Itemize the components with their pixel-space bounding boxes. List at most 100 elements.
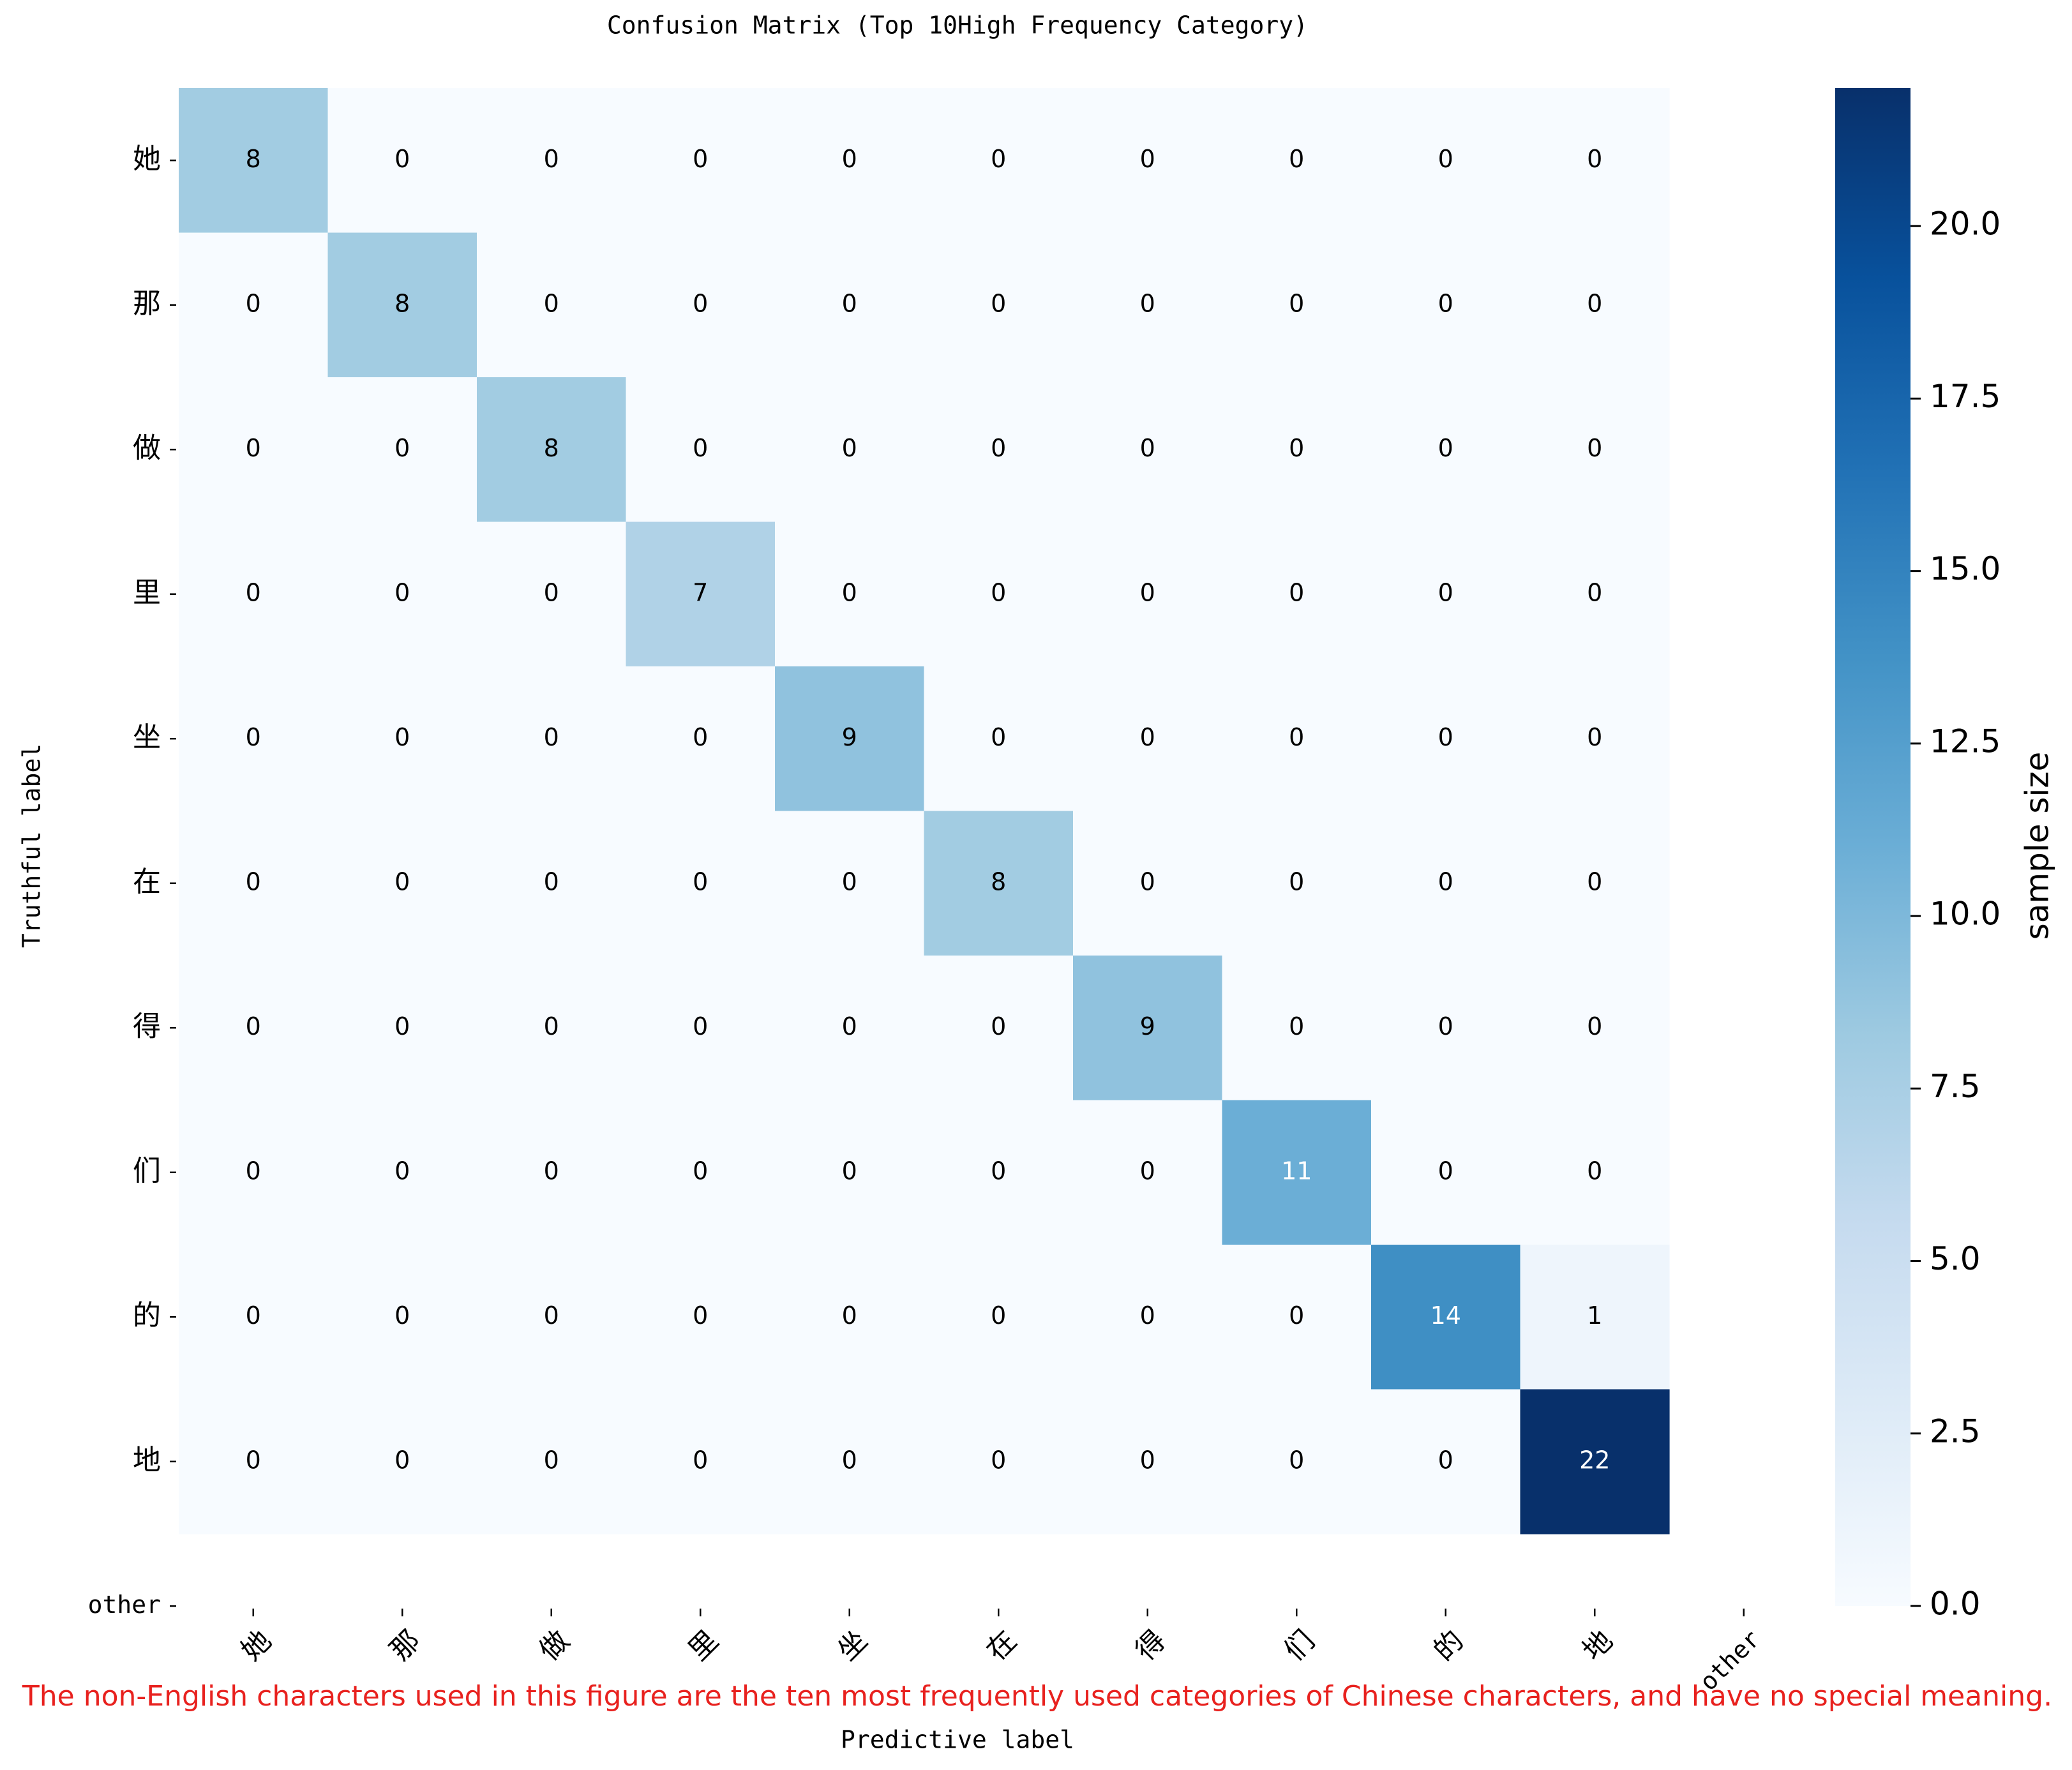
heatmap-cell [179, 377, 329, 523]
colorbar-label: sample size [2019, 752, 2056, 940]
x-tick-label: 们 [1278, 1624, 1321, 1667]
heatmap-cell [1520, 1389, 1670, 1534]
cell-value: 0 [1140, 578, 1155, 606]
cell-value: 0 [544, 867, 559, 896]
heatmap-cell [179, 666, 329, 812]
x-axis-label: Predictive label [841, 1726, 1074, 1754]
cell-value: 0 [1587, 434, 1602, 462]
heatmap-cell [775, 88, 925, 234]
heatmap-cell [1222, 232, 1372, 378]
heatmap-cell [327, 88, 477, 234]
cell-value: 0 [394, 867, 410, 896]
heatmap-cell [1073, 1245, 1223, 1390]
heatmap-cell [1371, 1100, 1521, 1245]
heatmap-cell [1073, 88, 1223, 234]
heatmap-cell [477, 377, 627, 523]
cell-value: 0 [544, 1446, 559, 1474]
cell-value: 0 [1140, 1446, 1155, 1474]
cell-value: 0 [544, 289, 559, 317]
heatmap-cell [1520, 377, 1670, 523]
heatmap-cells [179, 88, 1670, 1534]
cell-value: 7 [693, 578, 708, 606]
heatmap-cell [775, 232, 925, 378]
y-tick-label: 做 [133, 431, 161, 464]
y-tick-label: 里 [133, 576, 161, 609]
heatmap-cell [179, 88, 329, 234]
cell-value: 0 [246, 867, 261, 896]
heatmap-cell [924, 377, 1074, 523]
cell-value: 0 [842, 434, 857, 462]
cell-value: 0 [246, 1446, 261, 1474]
cell-value: 0 [544, 1157, 559, 1185]
cell-value: 0 [991, 434, 1006, 462]
colorbar-tick-label: 12.5 [1930, 723, 2001, 760]
cell-value: 0 [394, 1157, 410, 1185]
cell-value: 9 [1140, 1012, 1155, 1040]
heatmap-cell [924, 811, 1074, 956]
cell-value: 0 [1140, 1157, 1155, 1185]
y-tick-label: 的 [133, 1299, 161, 1331]
cell-value: 0 [842, 145, 857, 173]
heatmap-cell [924, 88, 1074, 234]
heatmap-cell [1222, 811, 1372, 956]
heatmap-cell [1222, 1245, 1372, 1390]
cell-value: 14 [1430, 1301, 1461, 1330]
cell-value: 0 [1289, 1446, 1304, 1474]
cell-value: 0 [693, 1012, 708, 1040]
cell-value: 0 [1587, 145, 1602, 173]
cell-value: 8 [246, 145, 261, 173]
heatmap-cell [775, 1389, 925, 1534]
heatmap-cell [924, 232, 1074, 378]
heatmap-cell [1222, 1100, 1372, 1245]
cell-value: 0 [1289, 434, 1304, 462]
heatmap-cell [327, 811, 477, 956]
colorbar-tick-label: 5.0 [1930, 1240, 1981, 1277]
x-tick-label: 做 [533, 1624, 576, 1667]
cell-value: 0 [1438, 434, 1453, 462]
heatmap-cell [1371, 232, 1521, 378]
cell-value: 22 [1579, 1446, 1610, 1474]
heatmap-cell [626, 377, 776, 523]
cell-value: 0 [394, 145, 410, 173]
heatmap-cell [1371, 88, 1521, 234]
cell-value: 0 [246, 434, 261, 462]
heatmap-cell [1520, 956, 1670, 1101]
heatmap-cell [924, 521, 1074, 667]
cell-value: 0 [1140, 434, 1155, 462]
cell-value: 0 [991, 1012, 1006, 1040]
heatmap-cell [1520, 666, 1670, 812]
cell-value: 0 [544, 723, 559, 751]
cell-value: 0 [842, 1446, 857, 1474]
heatmap-cell [775, 956, 925, 1101]
heatmap-cell [179, 956, 329, 1101]
heatmap-cell [626, 88, 776, 234]
heatmap-cell [775, 1100, 925, 1245]
heatmap-cell [1222, 521, 1372, 667]
cell-value: 0 [693, 145, 708, 173]
y-tick-label: other [88, 1591, 161, 1619]
cell-value: 0 [842, 1157, 857, 1185]
heatmap-cell [477, 232, 627, 378]
heatmap-cell [179, 232, 329, 378]
heatmap-cell [1520, 521, 1670, 667]
heatmap-cell [924, 1389, 1074, 1534]
cell-value: 0 [991, 1446, 1006, 1474]
cell-value: 0 [693, 1446, 708, 1474]
cell-value: 0 [394, 1301, 410, 1330]
cell-value: 0 [991, 1157, 1006, 1185]
cell-value: 0 [246, 723, 261, 751]
chart-title: Confusion Matrix (Top 10High Frequency C… [607, 11, 1308, 40]
colorbar-gradient [1835, 88, 1911, 1606]
cell-value: 0 [1289, 1301, 1304, 1330]
y-tick-label: 们 [133, 1155, 161, 1187]
heatmap-cell [1520, 1100, 1670, 1245]
heatmap-cell [626, 1389, 776, 1534]
cell-value: 0 [991, 289, 1006, 317]
heatmap-cell [1520, 1245, 1670, 1390]
cell-value: 0 [544, 145, 559, 173]
x-tick-label: 地 [1576, 1624, 1619, 1667]
heatmap-cell [327, 666, 477, 812]
